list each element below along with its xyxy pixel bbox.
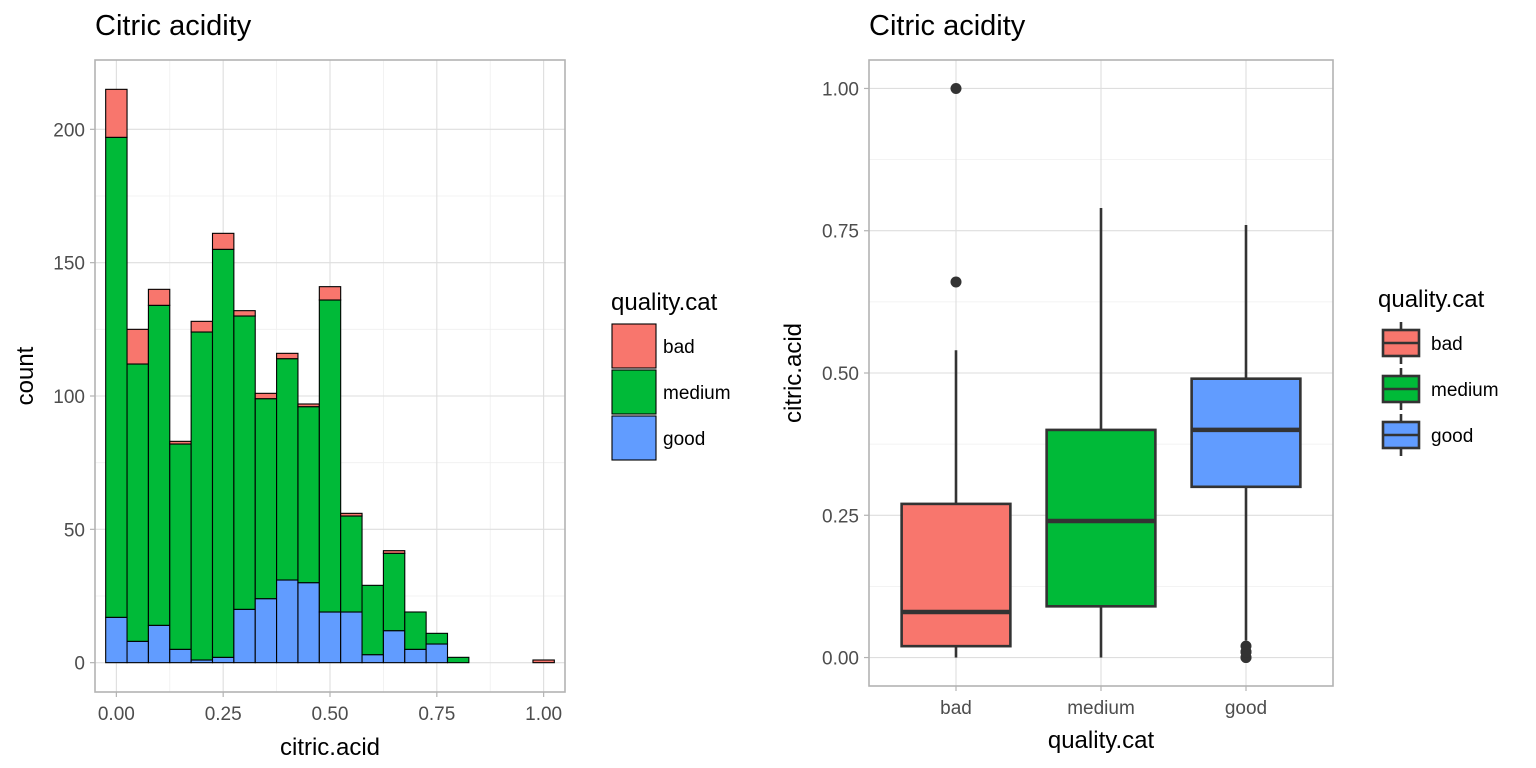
histogram-bar-good bbox=[382, 630, 406, 664]
histogram-y-tick-label: 150 bbox=[53, 254, 85, 275]
histogram-bar-good bbox=[254, 598, 278, 664]
histogram-ticks: 0.00 0.25 0.50 0.75 1.00 0 50 100 150 200 bbox=[53, 120, 562, 725]
histogram-x-axis-title: citric.acid bbox=[280, 734, 380, 761]
histogram-y-tick-label: 100 bbox=[53, 387, 85, 408]
histogram-legend: quality.cat bad medium good bbox=[611, 289, 731, 461]
histogram-bar-good bbox=[276, 579, 299, 664]
histogram-bar-bad bbox=[318, 286, 342, 301]
histogram-bar-bad bbox=[190, 320, 214, 333]
boxplot-x-axis-title: quality.cat bbox=[1048, 727, 1155, 754]
histogram-bar-medium bbox=[382, 552, 406, 632]
boxplot-x-tick-label: bad bbox=[940, 698, 972, 719]
histogram-bar-medium bbox=[147, 304, 171, 626]
boxplot-legend-label-medium: medium bbox=[1431, 380, 1499, 401]
histogram-x-tick-label: 0.50 bbox=[312, 704, 349, 725]
histogram-bar-bad bbox=[105, 88, 128, 138]
histogram-bar-good bbox=[340, 611, 363, 664]
boxplot-y-tick-label: 0.75 bbox=[822, 222, 859, 243]
histogram-bar-medium bbox=[404, 611, 427, 650]
histogram-bar-good bbox=[297, 582, 320, 664]
boxplot-y-tick-label: 0.50 bbox=[822, 364, 859, 385]
boxplot-legend-title: quality.cat bbox=[1378, 286, 1485, 313]
boxplot-x-tick-label: good bbox=[1225, 698, 1267, 719]
boxplot-outlier-bad bbox=[950, 82, 962, 94]
histogram-y-axis-title: count bbox=[12, 346, 39, 405]
boxplot-ticks: 0.00 0.25 0.50 0.75 1.00 bad medium good bbox=[822, 79, 1267, 719]
boxplot-outlier-good bbox=[1240, 640, 1252, 652]
boxplot-legend-label-good: good bbox=[1431, 426, 1473, 447]
histogram-bar-bad bbox=[382, 550, 406, 554]
histogram-bar-good bbox=[105, 616, 128, 664]
histogram-legend-key-medium bbox=[611, 369, 657, 415]
histogram-bar-bad bbox=[147, 288, 171, 306]
histogram-bar-bad bbox=[126, 328, 149, 365]
histogram-bar-medium bbox=[446, 656, 470, 664]
boxplot-box-medium bbox=[1045, 428, 1157, 608]
histogram-bar-medium bbox=[169, 443, 192, 650]
histogram-x-tick-label: 0.75 bbox=[418, 704, 455, 725]
histogram-bar-bad bbox=[532, 659, 555, 664]
boxplot-boxes bbox=[900, 82, 1302, 664]
histogram-bar-medium bbox=[233, 315, 256, 610]
histogram-bar-good bbox=[233, 608, 256, 664]
boxplot-outlier-bad bbox=[950, 276, 962, 288]
histogram-bar-bad bbox=[276, 352, 299, 360]
histogram-bar-good bbox=[318, 611, 342, 664]
histogram-y-tick-label: 0 bbox=[74, 654, 85, 675]
histogram-chart: Citric acidity 0.00 0.25 0.50 0.75 1.00 0 50 10… bbox=[12, 10, 731, 761]
histogram-legend-title: quality.cat bbox=[611, 289, 718, 316]
boxplot-box-good bbox=[1190, 377, 1302, 489]
histogram-x-tick-label: 1.00 bbox=[525, 704, 562, 725]
histogram-x-tick-label: 0.25 bbox=[205, 704, 242, 725]
histogram-bar-good bbox=[425, 643, 449, 664]
histogram-x-tick-label: 0.00 bbox=[98, 704, 135, 725]
boxplot-legend: quality.cat bad medium good bbox=[1378, 286, 1499, 456]
boxplot-box-bad bbox=[900, 502, 1012, 648]
histogram-bar-medium bbox=[254, 398, 278, 600]
histogram-bar-good bbox=[147, 624, 171, 664]
histogram-legend-key-good bbox=[611, 415, 657, 461]
boxplot-legend-label-bad: bad bbox=[1431, 334, 1463, 355]
histogram-bar-bad bbox=[340, 512, 363, 517]
histogram-bar-good bbox=[126, 640, 149, 664]
boxplot-chart: Citric acidity 0.00 0.25 0.50 0.75 1.00 bad me… bbox=[780, 10, 1499, 754]
histogram-y-tick-label: 200 bbox=[53, 120, 85, 141]
histogram-bar-good bbox=[361, 654, 384, 664]
histogram-bar-medium bbox=[340, 515, 363, 613]
boxplot-y-tick-label: 0.00 bbox=[822, 649, 859, 670]
histogram-bar-medium bbox=[318, 299, 342, 613]
histogram-bar-medium bbox=[361, 584, 384, 656]
histogram-bar-bad bbox=[211, 232, 235, 250]
histogram-bar-medium bbox=[276, 358, 299, 581]
boxplot-title: Citric acidity bbox=[869, 10, 1026, 42]
boxplot-y-axis-title: citric.acid bbox=[780, 323, 807, 423]
histogram-bar-medium bbox=[297, 406, 320, 584]
boxplot-x-tick-label: medium bbox=[1067, 698, 1135, 719]
histogram-legend-label-good: good bbox=[663, 429, 705, 450]
histogram-legend-label-medium: medium bbox=[663, 383, 731, 404]
histogram-bars bbox=[105, 88, 555, 664]
histogram-bar-bad bbox=[254, 392, 278, 400]
histogram-bar-medium bbox=[105, 136, 128, 618]
histogram-y-tick-label: 50 bbox=[64, 520, 85, 541]
histogram-bar-medium bbox=[425, 632, 449, 645]
histogram-bar-medium bbox=[190, 331, 214, 661]
histogram-bar-bad bbox=[233, 310, 256, 317]
histogram-bar-bad bbox=[297, 403, 320, 408]
boxplot-y-tick-label: 0.25 bbox=[822, 506, 859, 527]
histogram-bar-medium bbox=[211, 248, 235, 658]
histogram-bar-good bbox=[211, 656, 235, 664]
histogram-bar-medium bbox=[126, 363, 149, 642]
boxplot-y-tick-label: 1.00 bbox=[822, 79, 859, 100]
histogram-legend-label-bad: bad bbox=[663, 337, 695, 358]
histogram-title: Citric acidity bbox=[95, 10, 252, 42]
histogram-bar-good bbox=[404, 648, 427, 664]
histogram-bar-bad bbox=[169, 440, 192, 445]
histogram-legend-key-bad bbox=[611, 323, 657, 369]
histogram-bar-good bbox=[169, 648, 192, 664]
